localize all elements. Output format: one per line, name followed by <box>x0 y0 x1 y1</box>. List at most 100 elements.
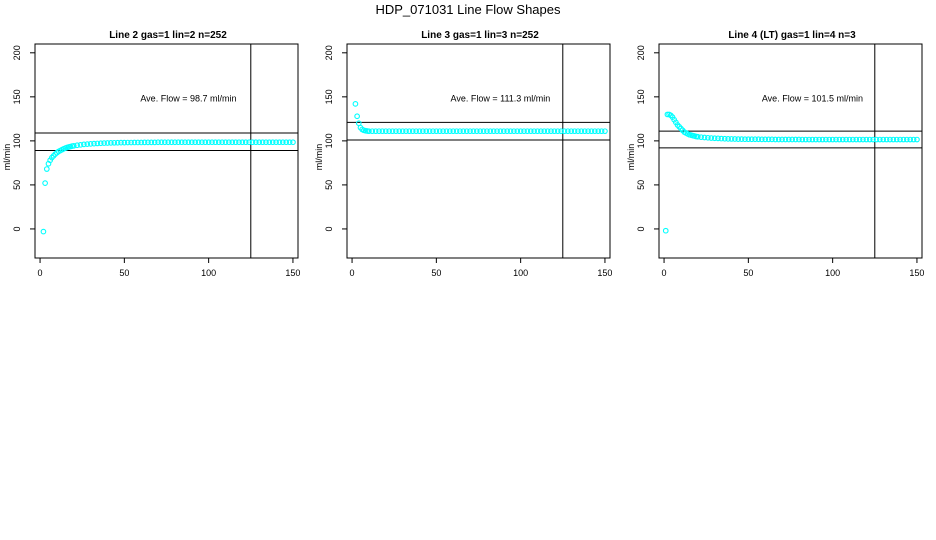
data-point <box>222 139 229 146</box>
x-tick-label: 150 <box>909 268 924 278</box>
data-point <box>860 136 866 143</box>
data-point <box>534 128 541 135</box>
y-tick-label: 150 <box>324 89 334 104</box>
data-point <box>416 128 423 135</box>
data-point <box>796 136 802 143</box>
data-point <box>266 139 273 146</box>
data-point <box>236 139 242 146</box>
data-point <box>369 128 376 135</box>
plot-frame <box>658 43 923 259</box>
data-point <box>507 128 514 135</box>
data-point <box>450 128 457 135</box>
data-point <box>124 139 131 146</box>
data-point <box>246 139 252 146</box>
data-point <box>232 139 239 146</box>
data-point <box>870 136 876 143</box>
data-point <box>769 136 775 143</box>
data-point <box>538 128 544 135</box>
data-point <box>694 133 701 140</box>
data-point <box>366 128 372 135</box>
data-point <box>585 128 591 135</box>
y-tick-label: 0 <box>324 226 334 231</box>
data-point <box>568 128 575 135</box>
data-point <box>581 128 588 135</box>
data-point <box>725 135 731 142</box>
data-point <box>890 136 897 143</box>
data-point <box>711 135 718 142</box>
data-point <box>40 228 47 235</box>
data-point <box>104 140 111 146</box>
data-point <box>748 136 755 143</box>
data-point <box>145 139 151 146</box>
data-point <box>812 136 819 143</box>
data-point <box>880 136 887 143</box>
data-point <box>403 128 409 135</box>
data-point <box>354 113 360 120</box>
ave-flow-annotation: Ave. Flow = 98.7 ml/min <box>140 94 236 104</box>
series-points <box>662 111 920 234</box>
data-point <box>209 139 215 146</box>
data-point <box>453 128 460 135</box>
data-point <box>903 136 910 143</box>
data-point <box>517 128 524 135</box>
data-point <box>480 128 487 135</box>
data-point <box>283 139 290 146</box>
x-tick-label: 50 <box>119 268 129 278</box>
data-point <box>91 140 97 147</box>
data-point <box>708 135 715 141</box>
data-point <box>853 136 860 143</box>
data-point <box>168 139 175 146</box>
data-point <box>269 139 276 146</box>
panel-title: Line 4 (LT) gas=1 lin=4 n=3 <box>728 30 856 41</box>
data-point <box>97 140 104 147</box>
data-point <box>836 136 843 143</box>
data-point <box>77 141 84 148</box>
data-point <box>199 139 205 146</box>
data-point <box>121 139 128 146</box>
y-tick-label: 200 <box>12 45 22 60</box>
data-point <box>70 142 77 149</box>
data-point <box>188 139 195 146</box>
y-tick-label: 200 <box>636 45 646 60</box>
data-point <box>94 140 101 147</box>
data-point <box>826 136 833 143</box>
data-point <box>866 136 873 143</box>
data-point <box>279 139 286 146</box>
data-point <box>745 136 752 143</box>
data-point <box>595 128 602 135</box>
y-tick-label: 50 <box>636 180 646 190</box>
data-point <box>816 136 823 143</box>
data-point <box>856 136 863 143</box>
data-point <box>165 139 172 146</box>
data-point <box>846 136 853 143</box>
data-point <box>887 136 893 143</box>
data-point <box>413 128 419 135</box>
data-point <box>185 139 192 146</box>
data-point <box>789 136 796 143</box>
data-point <box>575 128 581 135</box>
data-point <box>561 128 568 135</box>
data-point <box>212 139 219 146</box>
data-point <box>718 135 725 142</box>
data-point <box>802 136 809 143</box>
data-point <box>128 139 134 146</box>
data-point <box>463 128 470 135</box>
figure-title: HDP_071031 Line Flow Shapes <box>375 2 561 17</box>
data-point <box>195 139 202 146</box>
data-point <box>226 139 232 146</box>
data-point <box>662 227 669 234</box>
panel-3: Line 4 (LT) gas=1 lin=4 n=3 0 50 100 150 0 50 1… <box>626 30 924 278</box>
data-point <box>591 128 598 135</box>
data-point <box>602 128 608 135</box>
data-point <box>762 136 769 143</box>
data-point <box>114 139 121 146</box>
data-point <box>779 136 785 143</box>
data-point <box>806 136 812 143</box>
data-point <box>524 128 531 135</box>
panel-title: Line 2 gas=1 lin=2 n=252 <box>109 30 227 41</box>
data-point <box>799 136 806 143</box>
data-point <box>873 136 880 143</box>
data-point <box>263 139 269 146</box>
data-point <box>229 139 236 146</box>
data-point <box>578 128 585 135</box>
